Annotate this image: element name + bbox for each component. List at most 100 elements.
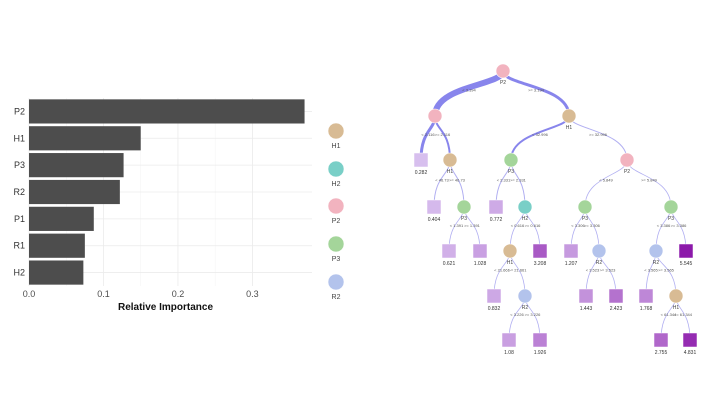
split-node-h1 [561,108,577,124]
tree-edge [584,159,628,208]
split-node-p3 [663,199,679,215]
x-tick-label: 0.1 [97,289,110,299]
x-tick-label: 0.2 [172,289,185,299]
split-label: < 32.996 [532,132,548,137]
split-node-h1 [442,152,458,168]
legend-label: P2 [332,218,341,225]
bar-p2 [29,99,305,124]
split-node-r2 [591,243,607,259]
legend-label: H1 [332,143,341,150]
legend-label: R2 [332,294,341,301]
split-label: < 3.523 [586,268,600,273]
split-node-p3 [577,199,593,215]
tree-edge [449,159,465,208]
importance-bar-chart: P2 H1 P3 R2 P1 R1 H2 0.0 0.1 0.2 0.3 Relative Impor… [13,98,312,313]
split-node-r2 [517,288,533,304]
bar-r2 [29,179,120,205]
split-label: < 61.344 [661,312,677,317]
leaf-node [682,332,698,348]
category-label: P2 [14,106,25,116]
tree-legend: H1 H2 P2 P3 R2 [327,122,345,301]
tree-edge [501,70,571,117]
legend-key-p3 [327,235,345,253]
split-label: < 3.306 [571,223,585,228]
split-node-label: P3 [668,216,674,222]
leaf-value: 2.423 [610,306,623,312]
tree-edge [510,115,570,161]
leaf-node [532,332,548,348]
split-node-label: P3 [508,169,514,175]
bar-r1 [29,233,85,258]
legend-key-r2 [327,273,345,291]
regression-tree-diagram: < 3.194 >= 3.194 < 2.116 >= 2.116 < 32.996 >=… [413,63,698,356]
split-label: >= 3.306 [584,223,601,228]
split-node-p3 [503,152,519,168]
split-label: >= 2.331 [510,178,527,183]
leaf-node [653,332,669,348]
split-label: >= 46.73 [449,178,466,183]
split-node-p3 [456,199,472,215]
leaf-node [488,199,504,215]
split-node-label: H2 [522,216,529,222]
split-label: >= 3.523 [600,268,617,273]
leaf-node [638,288,654,304]
split-node-p2 [619,152,635,168]
split-label: < 3.226 [510,312,524,317]
split-node-h1 [668,288,684,304]
category-label: P1 [14,214,25,224]
legend-key-h1 [327,122,345,140]
leaf-value: 0.772 [490,217,503,223]
split-label: >= 3.565 [658,268,675,273]
split-node-label: P2 [500,80,506,86]
split-node-p2 [427,108,443,124]
leaf-value: 1.926 [534,350,547,356]
split-label: >= 0.616 [525,223,542,228]
bar-p1 [29,206,94,231]
leaf-node [472,243,488,259]
split-label: >= 5.849 [641,178,658,183]
leaf-value: 0.832 [488,306,501,312]
leaf-value: 5.545 [680,261,693,267]
split-label: < 5.849 [599,178,613,183]
split-node-label: R2 [522,305,529,311]
split-node-p2 [495,63,511,79]
split-label: >= 2.116 [435,132,451,137]
split-label: < 3.565 [644,268,658,273]
bar-h2 [29,260,84,285]
tree-edge [432,69,506,117]
leaf-value: 4.831 [684,350,697,356]
leaf-node [563,243,579,259]
split-node-label: H1 [673,305,680,311]
legend-key-h2 [327,160,345,178]
split-label: < 1.391 [450,223,464,228]
category-label: H2 [13,268,25,278]
leaf-value: 1.028 [474,261,487,267]
split-node-label: P3 [461,216,467,222]
split-label: < 2.116 [421,132,435,137]
split-label: < 3.386 [657,223,671,228]
leaf-node [441,243,457,259]
leaf-value: 1.08 [504,350,514,356]
split-node-h2 [517,199,533,215]
split-node-label: H1 [447,169,454,175]
split-label: >= 3.194 [528,88,545,93]
split-label: < 3.194 [462,88,476,93]
split-node-r2 [648,243,664,259]
tree-edge [655,250,677,297]
split-label: >= 61.344 [674,312,693,317]
leaf-value: 1.207 [565,261,578,267]
legend-label: P3 [332,256,341,263]
split-label: >= 3.386 [671,223,688,228]
split-label: < 0.616 [511,223,525,228]
leaf-node [413,152,429,168]
leaf-node [532,243,548,259]
legend-key-p2 [327,197,345,215]
split-label: < 21.661 [494,268,510,273]
split-label: < 2.331 [497,178,511,183]
leaf-node [678,243,694,259]
leaf-node [501,332,517,348]
split-node-label: R2 [653,260,660,266]
split-label: >= 1.391 [464,223,481,228]
category-label: H1 [13,133,25,143]
legend-label: H2 [332,181,341,188]
